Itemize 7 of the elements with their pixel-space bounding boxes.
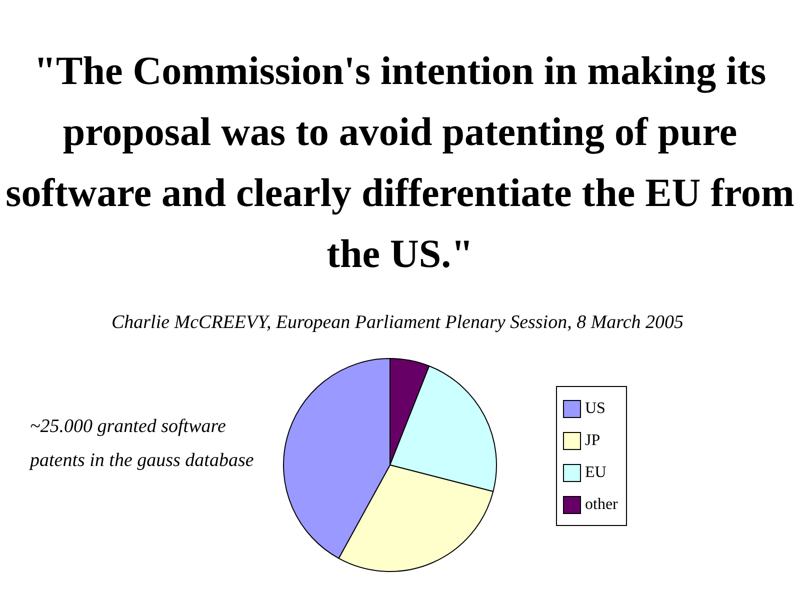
legend-label: JP <box>585 432 600 450</box>
legend-label: EU <box>585 464 606 482</box>
legend-label: other <box>585 496 618 514</box>
chart-subtitle: Charlie McCREEVY, European Parliament Plenary Session, 8 March 2005 <box>110 312 685 334</box>
text: ~25.000 granted software patents in the gauss database <box>30 415 255 473</box>
legend-label: US <box>585 400 606 418</box>
chart-title: "The Commission's intention in making its proposal was to avoid patenting of pure software and clearly differentiate the EU from the US." <box>5 47 795 278</box>
